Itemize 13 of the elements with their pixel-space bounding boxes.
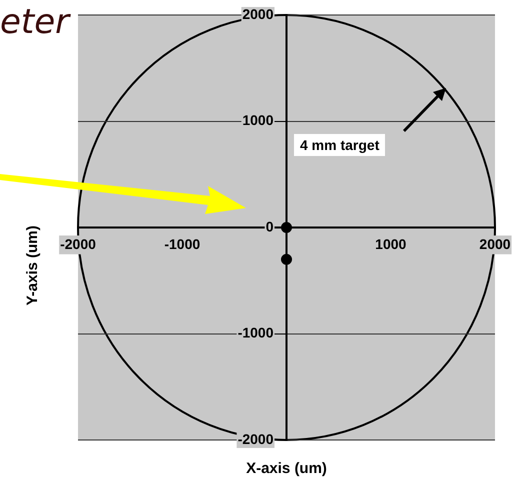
- y-tick-label: 2000: [242, 6, 274, 22]
- y-axis-title: Y-axis (um): [24, 225, 42, 306]
- x-axis-title: X-axis (um): [246, 460, 327, 478]
- y-tick-label: -2000: [238, 430, 274, 447]
- x-tick-label: -2000: [60, 236, 96, 252]
- x-tick-label: -1000: [164, 236, 200, 252]
- x-tick-label: 1000: [375, 236, 407, 252]
- y-tick-label: -1000: [238, 324, 274, 341]
- text: eter: [0, 2, 70, 42]
- y-tick-label: 1000: [242, 112, 274, 128]
- x-tick-label: 2000: [479, 236, 511, 252]
- annotation: 4 mm target: [294, 134, 386, 156]
- y-tick-label: 0: [266, 218, 274, 234]
